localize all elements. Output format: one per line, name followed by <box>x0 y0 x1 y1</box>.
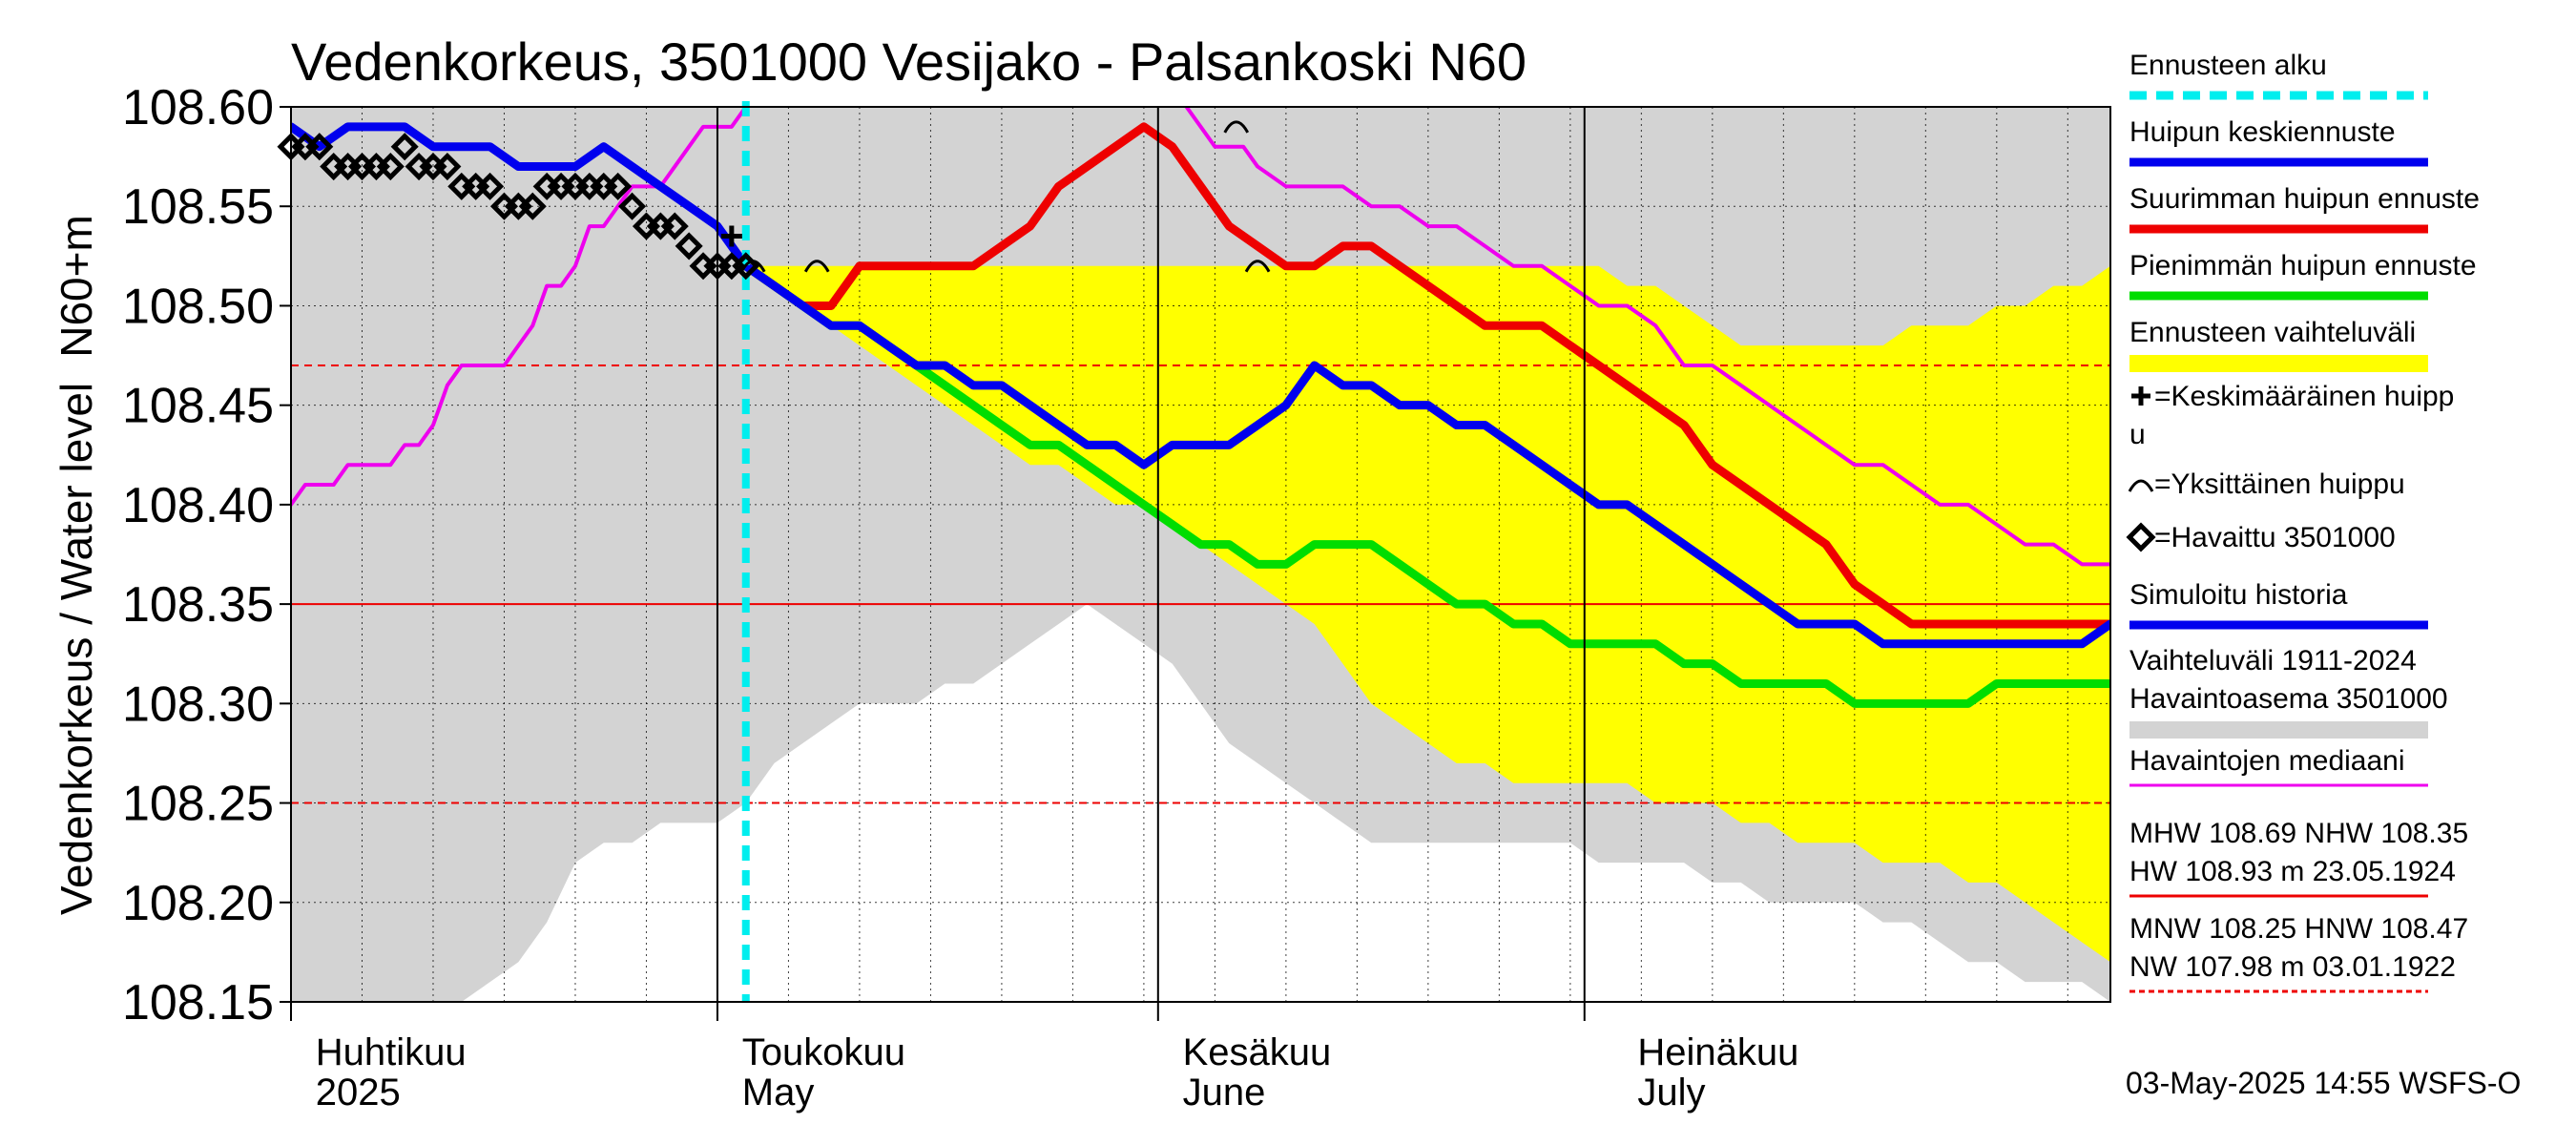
legend-label: Huipun keskiennuste <box>2129 116 2396 148</box>
x-month-label: Toukokuu <box>742 1031 905 1073</box>
x-month-sublabel: 2025 <box>316 1072 401 1114</box>
y-axis-unit-label: N60+m <box>52 215 101 358</box>
single-peak-marker <box>1223 120 1250 134</box>
observed-point <box>675 232 703 260</box>
series-line <box>741 122 2110 629</box>
legend-label: Pienimmän huipun ennuste <box>2129 250 2477 281</box>
plot-area: 108.15 108.20 108.25 108.30 108.35 108.40 108.… <box>122 80 2111 1114</box>
legend-label-line2: HW 108.93 m 23.05.1924 <box>2129 856 2456 887</box>
y-tick-label: 108.15 <box>122 975 274 1030</box>
observed-point <box>305 133 334 161</box>
observed-point <box>660 212 689 240</box>
legend-label-line2: Havaintoasema 3501000 <box>2129 683 2448 715</box>
observed-point <box>433 152 462 181</box>
legend-label: =Keskimääräinen huipp <box>2154 381 2454 412</box>
legend-label: Havaintojen mediaani <box>2129 745 2405 777</box>
legend-label-line2: u <box>2129 419 2146 450</box>
legend-swatch <box>2128 479 2154 492</box>
observed-point <box>618 192 647 220</box>
legend-label: Ennusteen alku <box>2129 50 2327 81</box>
y-tick-label: 108.55 <box>122 179 274 235</box>
legend-label: MHW 108.69 NHW 108.35 <box>2129 818 2468 849</box>
legend-label-line2: NW 107.98 m 03.01.1922 <box>2129 951 2456 983</box>
legend-swatch <box>2126 522 2156 552</box>
y-tick-label: 108.45 <box>122 379 274 434</box>
x-month-label: Huhtikuu <box>316 1031 467 1073</box>
plot-frame <box>290 106 2111 1003</box>
legend-swatch <box>2131 386 2150 406</box>
observed-point <box>518 192 547 220</box>
x-month-sublabel: July <box>1637 1072 1705 1114</box>
y-axis-label: Vedenkorkeus / Water level <box>52 383 101 915</box>
y-tick-label: 108.25 <box>122 777 274 832</box>
y-tick-label: 108.40 <box>122 478 274 533</box>
y-tick-label: 108.20 <box>122 876 274 931</box>
legend-label: Vaihteluväli 1911-2024 <box>2129 645 2417 677</box>
legend-swatch <box>2129 721 2428 739</box>
x-month-sublabel: June <box>1183 1072 1266 1114</box>
series-line <box>741 261 2110 708</box>
y-tick-label: 108.50 <box>122 279 274 334</box>
legend-label: =Havaittu 3501000 <box>2154 522 2396 553</box>
legend: Ennusteen alku Huipun keskiennuste Suurimm… <box>2126 50 2480 993</box>
legend-label: MNW 108.25 HNW 108.47 <box>2129 913 2468 945</box>
y-tick-label: 108.30 <box>122 677 274 732</box>
y-tick-label: 108.60 <box>122 80 274 135</box>
observed-point <box>476 172 505 200</box>
legend-swatch <box>2129 355 2428 372</box>
x-month-sublabel: May <box>742 1072 815 1114</box>
legend-label: Ennusteen vaihteluväli <box>2129 317 2416 348</box>
legend-label: Simuloitu historia <box>2129 579 2348 611</box>
observed-point <box>604 172 633 200</box>
timestamp: 03-May-2025 14:55 WSFS-O <box>2126 1066 2521 1100</box>
x-month-label: Kesäkuu <box>1183 1031 1332 1073</box>
legend-label: Suurimman huipun ennuste <box>2129 183 2480 215</box>
chart-title: Vedenkorkeus, 3501000 Vesijako - Palsank… <box>291 31 1527 92</box>
legend-label: =Yksittäinen huippu <box>2154 468 2405 500</box>
observed-point <box>390 133 419 161</box>
series-line <box>741 261 2110 649</box>
series-line <box>291 122 751 271</box>
single-peak-marker <box>739 260 766 273</box>
series-line <box>291 107 2110 567</box>
x-month-label: Heinäkuu <box>1637 1031 1798 1073</box>
y-tick-label: 108.35 <box>122 577 274 633</box>
single-peak-marker <box>803 260 830 273</box>
mean-peak-marker <box>720 225 742 247</box>
observed-point <box>376 152 405 181</box>
single-peak-marker <box>1244 260 1271 273</box>
